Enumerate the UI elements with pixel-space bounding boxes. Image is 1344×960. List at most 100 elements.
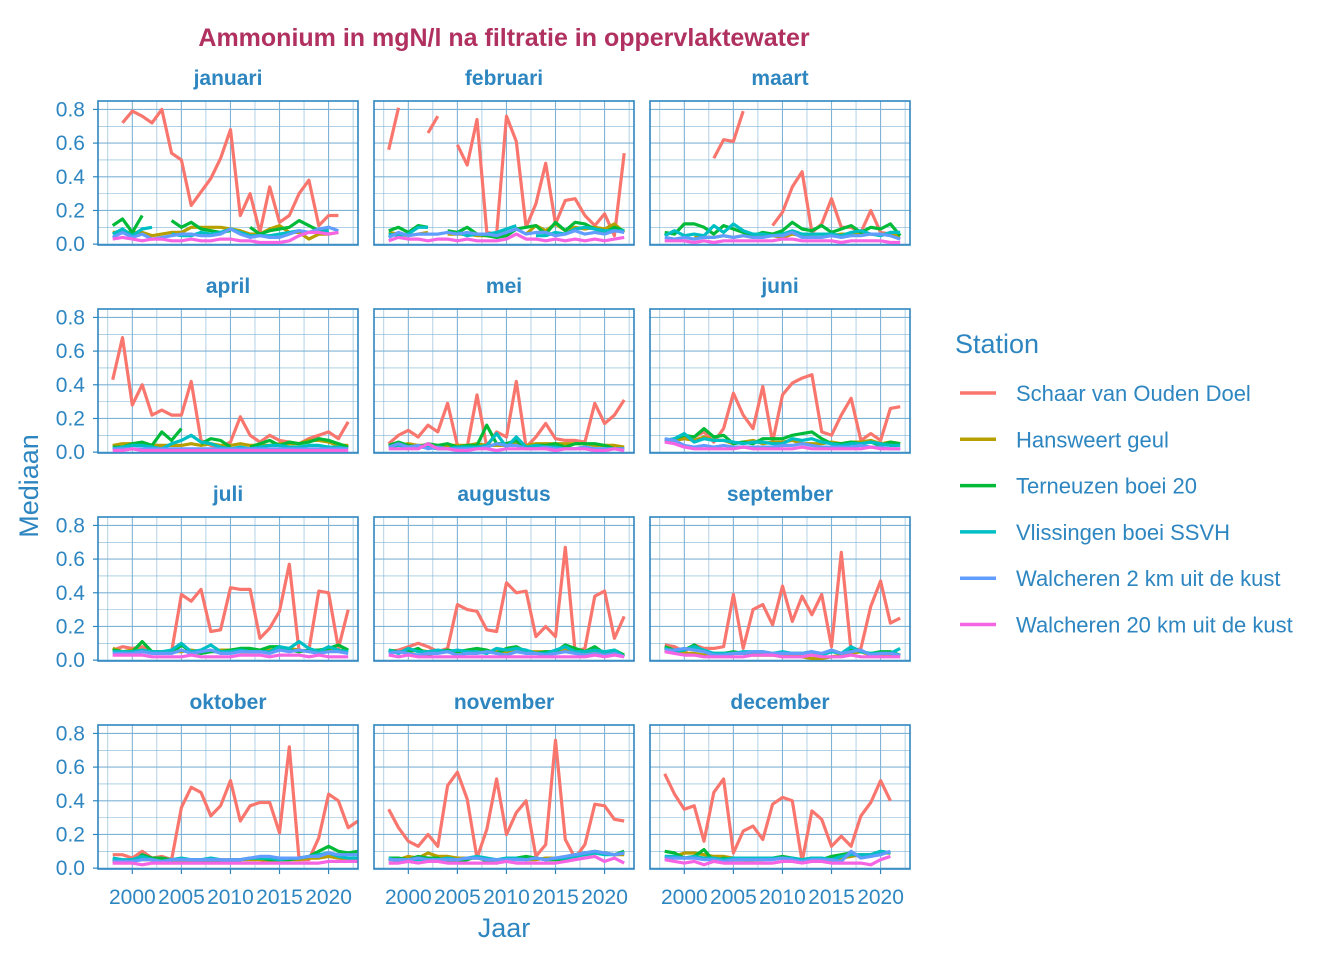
y-tick-label: 0.0 bbox=[56, 233, 85, 256]
series-line-5 bbox=[388, 849, 625, 862]
series-line-5 bbox=[664, 230, 901, 241]
legend-item: Terneuzen boei 20 bbox=[960, 474, 1197, 499]
x-tick-label: 2020 bbox=[305, 886, 352, 909]
panel-strip-label: oktober bbox=[189, 691, 266, 714]
legend-label: Terneuzen boei 20 bbox=[1016, 474, 1197, 499]
y-tick-label: 0.4 bbox=[56, 582, 86, 605]
facet-panels: januari 0.0 0.2 0.4 0.6 0.8 februari maart april… bbox=[56, 67, 911, 909]
y-tick-label: 0.4 bbox=[56, 790, 86, 813]
series-line-6 bbox=[664, 650, 901, 659]
legend-item: Vlissingen boei SSVH bbox=[960, 520, 1230, 545]
legend-item: Schaar van Ouden Doel bbox=[960, 381, 1251, 406]
panel-september: september bbox=[649, 483, 911, 662]
panel-januari: januari 0.0 0.2 0.4 0.6 0.8 bbox=[56, 67, 359, 256]
panel-border bbox=[97, 308, 359, 454]
y-tick-label: 0.4 bbox=[56, 374, 86, 397]
panel-strip-label: december bbox=[730, 691, 829, 714]
series-line-5 bbox=[388, 650, 625, 659]
y-tick-label: 0.8 bbox=[56, 306, 85, 329]
series-line-6 bbox=[112, 859, 358, 867]
series-line-6 bbox=[664, 854, 891, 867]
y-tick-label: 0.8 bbox=[56, 514, 85, 537]
legend-title: Station bbox=[955, 329, 1039, 359]
x-tick-label: 2000 bbox=[661, 886, 708, 909]
y-tick-label: 0.8 bbox=[56, 722, 85, 745]
y-tick-label: 0.0 bbox=[56, 857, 85, 880]
panel-border bbox=[373, 100, 635, 246]
series-line-6 bbox=[112, 447, 349, 453]
series-line-5 bbox=[112, 851, 358, 863]
series-line-6 bbox=[388, 653, 625, 659]
y-tick-label: 0.2 bbox=[56, 823, 85, 846]
panel-border bbox=[97, 100, 359, 246]
panel-strip-label: augustus bbox=[457, 483, 550, 506]
panel-border bbox=[373, 308, 635, 454]
series-line-6 bbox=[664, 440, 901, 451]
legend-label: Walcheren 2 km uit de kust bbox=[1016, 566, 1281, 591]
x-tick-label: 2020 bbox=[581, 886, 628, 909]
series-line-4 bbox=[664, 432, 901, 447]
y-tick-label: 0.4 bbox=[56, 166, 86, 189]
y-axis-title: Mediaan bbox=[14, 434, 44, 538]
series-line-5 bbox=[112, 648, 349, 655]
y-tick-label: 0.0 bbox=[56, 649, 85, 672]
series-line-5 bbox=[664, 849, 891, 863]
panel-augustus: augustus bbox=[373, 483, 635, 662]
series-line-1 bbox=[664, 550, 901, 654]
x-tick-label: 2015 bbox=[532, 886, 579, 909]
panel-strip-label: juli bbox=[212, 483, 243, 506]
x-tick-label: 2015 bbox=[256, 886, 303, 909]
y-tick-label: 0.2 bbox=[56, 615, 85, 638]
panel-februari: februari bbox=[373, 67, 635, 246]
series-line-6 bbox=[388, 442, 625, 453]
series-line-1 bbox=[388, 545, 626, 654]
series-line-5 bbox=[388, 442, 625, 451]
series-line-5 bbox=[664, 646, 901, 657]
series-line-6 bbox=[112, 230, 339, 245]
x-tick-label: 2000 bbox=[385, 886, 432, 909]
series-line-1 bbox=[663, 773, 892, 863]
y-tick-label: 0.6 bbox=[56, 132, 85, 155]
x-tick-label: 2015 bbox=[808, 886, 855, 909]
legend-items: Schaar van Ouden Doel Hansweert geul Terne… bbox=[960, 381, 1293, 638]
x-tick-label: 2010 bbox=[759, 886, 806, 909]
y-tick-label: 0.2 bbox=[56, 199, 85, 222]
series-line-1 bbox=[112, 745, 359, 862]
series-line-1 bbox=[664, 373, 901, 444]
legend-label: Schaar van Ouden Doel bbox=[1016, 381, 1251, 406]
series-line-6 bbox=[664, 237, 901, 245]
series-line-1 bbox=[121, 107, 339, 234]
panel-oktober: oktober 0.0 0.2 0.4 0.6 0.8 2000 2005 2010 2015 20… bbox=[56, 691, 359, 909]
y-tick-label: 0.6 bbox=[56, 340, 85, 363]
y-tick-label: 0.0 bbox=[56, 441, 85, 464]
y-tick-label: 0.6 bbox=[56, 548, 85, 571]
panel-mei: mei bbox=[373, 275, 635, 454]
panel-strip-label: november bbox=[454, 691, 554, 714]
panel-strip-label: april bbox=[206, 275, 250, 298]
panel-strip-label: februari bbox=[465, 67, 543, 90]
panel-border bbox=[649, 724, 911, 870]
series-line-4 bbox=[112, 640, 349, 654]
x-tick-label: 2000 bbox=[109, 886, 156, 909]
panel-border bbox=[649, 100, 911, 246]
panel-border bbox=[649, 308, 911, 454]
panel-strip-label: september bbox=[727, 483, 833, 506]
panel-border bbox=[649, 516, 911, 662]
panel-juli: juli 0.0 0.2 0.4 0.6 0.8 bbox=[56, 483, 359, 672]
y-tick-label: 0.2 bbox=[56, 407, 85, 430]
panel-december: december 2000 2005 2010 2015 2020 bbox=[649, 691, 911, 909]
panel-border bbox=[97, 516, 359, 662]
panel-strip-label: januari bbox=[193, 67, 263, 90]
series-line-5 bbox=[387, 227, 625, 239]
series-line-3 bbox=[664, 220, 902, 238]
panel-strip-label: maart bbox=[751, 67, 808, 90]
series-line-4 bbox=[388, 645, 626, 659]
series-line-6 bbox=[388, 232, 625, 243]
panel-border bbox=[373, 516, 635, 662]
panel-maart: maart bbox=[649, 67, 911, 246]
panel-strip-label: mei bbox=[486, 275, 522, 298]
series-line-1 bbox=[387, 738, 625, 860]
legend-label: Walcheren 20 km uit de kust bbox=[1016, 613, 1293, 638]
series-line-6 bbox=[388, 854, 625, 865]
